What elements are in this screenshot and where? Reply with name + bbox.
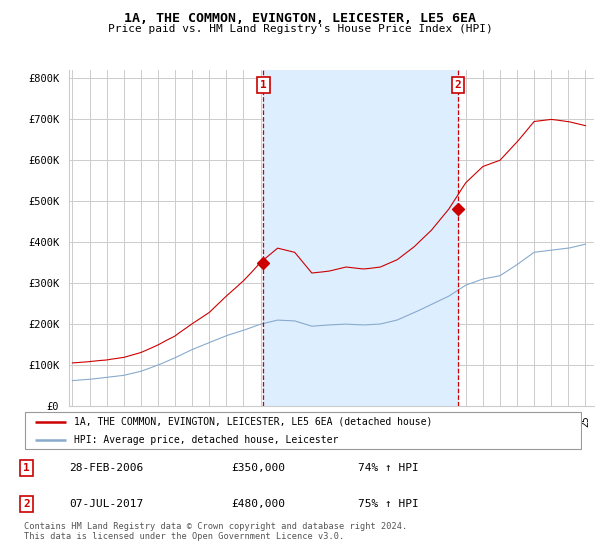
Text: 28-FEB-2006: 28-FEB-2006 xyxy=(70,463,144,473)
FancyBboxPatch shape xyxy=(25,413,581,449)
Text: Price paid vs. HM Land Registry's House Price Index (HPI): Price paid vs. HM Land Registry's House … xyxy=(107,24,493,34)
Text: 1: 1 xyxy=(23,463,30,473)
Text: 1A, THE COMMON, EVINGTON, LEICESTER, LE5 6EA: 1A, THE COMMON, EVINGTON, LEICESTER, LE5… xyxy=(124,12,476,25)
Text: 75% ↑ HPI: 75% ↑ HPI xyxy=(358,499,418,509)
Bar xyxy=(263,70,458,406)
Text: 1: 1 xyxy=(260,80,267,90)
Text: 2: 2 xyxy=(23,499,30,509)
Text: 07-JUL-2017: 07-JUL-2017 xyxy=(70,499,144,509)
Text: £350,000: £350,000 xyxy=(231,463,285,473)
Text: HPI: Average price, detached house, Leicester: HPI: Average price, detached house, Leic… xyxy=(74,435,338,445)
Text: 2: 2 xyxy=(455,80,461,90)
Text: Contains HM Land Registry data © Crown copyright and database right 2024.
This d: Contains HM Land Registry data © Crown c… xyxy=(24,522,407,542)
Text: 1A, THE COMMON, EVINGTON, LEICESTER, LE5 6EA (detached house): 1A, THE COMMON, EVINGTON, LEICESTER, LE5… xyxy=(74,417,433,427)
Text: £480,000: £480,000 xyxy=(231,499,285,509)
Text: 74% ↑ HPI: 74% ↑ HPI xyxy=(358,463,418,473)
